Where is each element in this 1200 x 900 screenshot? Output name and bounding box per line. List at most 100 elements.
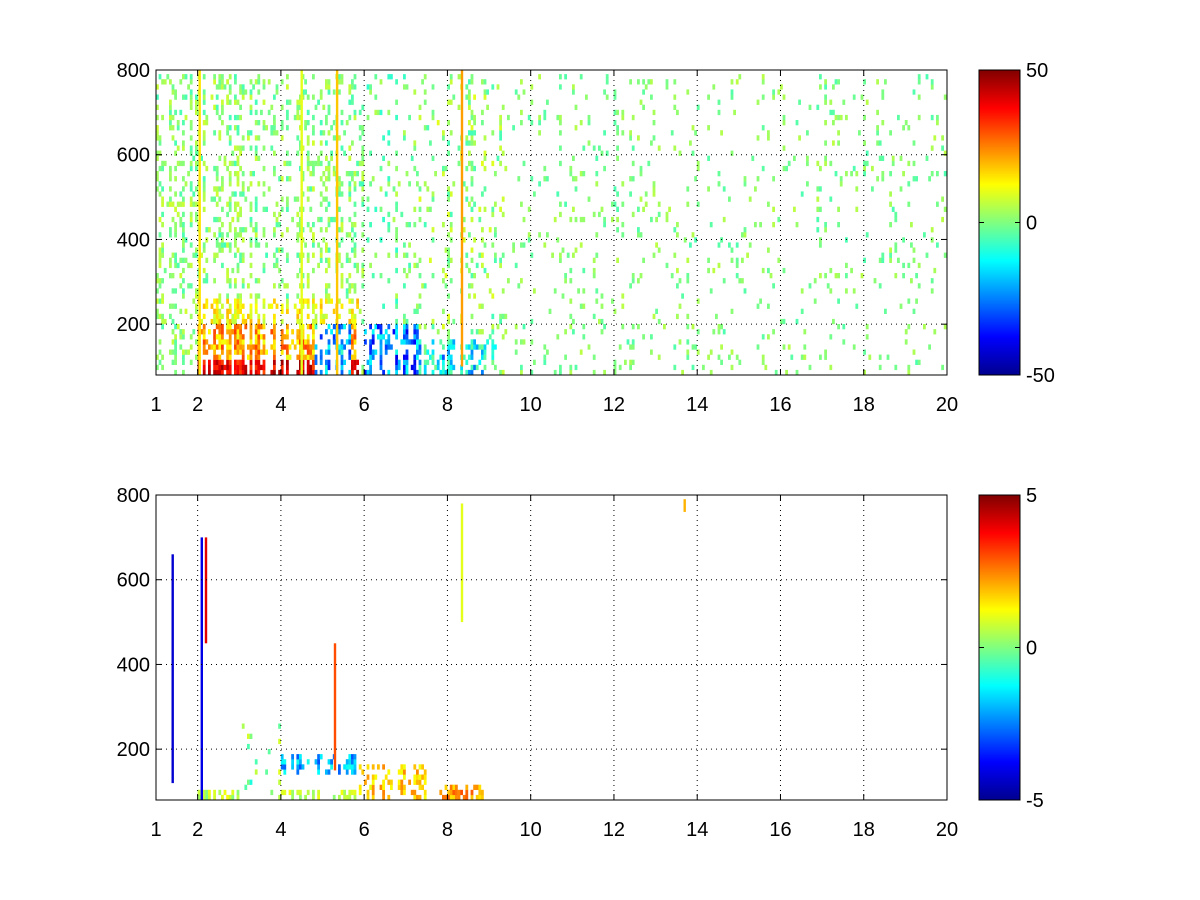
top-heatmap-cell bbox=[559, 74, 562, 80]
top-heatmap-cell bbox=[418, 344, 422, 350]
top-heatmap-cell bbox=[218, 84, 222, 90]
top-heatmap-cell bbox=[457, 74, 461, 80]
top-heatmap-cell bbox=[262, 262, 266, 269]
top-heatmap-cell bbox=[904, 339, 908, 345]
top-heatmap-cell bbox=[254, 298, 258, 304]
top-heatmap-cell bbox=[478, 303, 482, 309]
top-heatmap-cell bbox=[228, 334, 232, 340]
top-heatmap-cell bbox=[930, 278, 934, 284]
top-heatmap-cell bbox=[306, 364, 310, 371]
top-heatmap-cell bbox=[548, 308, 552, 314]
top-heatmap-cell bbox=[400, 211, 404, 218]
top-heatmap-cell bbox=[881, 257, 885, 263]
top-heatmap-cell bbox=[772, 176, 775, 182]
top-heatmap-cell bbox=[312, 242, 315, 248]
top-heatmap-cell bbox=[473, 293, 476, 299]
top-heatmap-cell bbox=[338, 344, 341, 350]
top-heatmap-cell bbox=[598, 145, 601, 151]
top-heatmap-cell bbox=[650, 94, 653, 100]
top-heatmap-cell bbox=[361, 196, 365, 202]
bottom-heatmap-cell bbox=[327, 769, 331, 775]
top-heatmap-cell bbox=[351, 176, 354, 182]
top-heatmap-cell bbox=[468, 104, 471, 110]
top-heatmap-cell bbox=[192, 298, 196, 304]
top-heatmap-cell bbox=[221, 349, 224, 355]
top-heatmap-cell bbox=[928, 176, 931, 182]
top-heatmap-cell bbox=[345, 252, 349, 258]
top-heatmap-cell bbox=[247, 283, 250, 289]
top-heatmap-cell bbox=[195, 247, 198, 253]
top-heatmap-cell bbox=[538, 181, 541, 187]
bottom-heatmap-cell bbox=[452, 789, 456, 796]
top-heatmap-cell bbox=[312, 237, 315, 243]
top-heatmap-cell bbox=[226, 298, 229, 304]
top-heatmap-cell bbox=[816, 216, 820, 223]
top-heatmap-cell bbox=[273, 354, 276, 360]
top-heatmap-cell bbox=[340, 191, 344, 197]
top-heatmap-cell bbox=[351, 354, 354, 360]
top-heatmap-cell bbox=[236, 155, 240, 161]
top-heatmap-cell bbox=[423, 222, 427, 228]
top-heatmap-cell bbox=[416, 171, 419, 177]
top-heatmap-cell bbox=[395, 334, 398, 340]
top-heatmap-cell bbox=[483, 344, 487, 350]
top-heatmap-cell bbox=[395, 201, 398, 207]
top-heatmap-cell bbox=[759, 298, 762, 304]
top-heatmap-cell bbox=[936, 120, 939, 126]
bottom-colorbar-tick-label: 5 bbox=[1026, 485, 1037, 507]
top-heatmap-cell bbox=[353, 201, 357, 207]
top-heatmap-cell bbox=[691, 150, 695, 156]
top-heatmap-cell bbox=[189, 120, 193, 126]
top-heatmap-cell bbox=[696, 165, 700, 172]
top-heatmap-cell bbox=[481, 252, 484, 258]
top-heatmap-cell bbox=[296, 273, 300, 279]
top-heatmap-cell bbox=[205, 257, 209, 263]
top-heatmap-cell bbox=[257, 135, 261, 141]
top-heatmap-cell bbox=[226, 329, 229, 335]
top-heatmap-cell bbox=[496, 155, 500, 161]
top-heatmap-cell bbox=[816, 206, 820, 212]
top-heatmap-cell bbox=[603, 216, 606, 223]
top-heatmap-cell bbox=[761, 125, 765, 131]
top-heatmap-cell bbox=[416, 349, 419, 355]
top-heatmap-cell bbox=[267, 109, 271, 116]
top-heatmap-cell bbox=[338, 242, 341, 248]
top-heatmap-cell bbox=[179, 334, 183, 340]
top-heatmap-cell bbox=[236, 125, 240, 131]
top-heatmap-cell bbox=[249, 262, 253, 269]
top-heatmap-cell bbox=[520, 242, 523, 248]
top-heatmap-cell bbox=[902, 262, 905, 269]
top-heatmap-cell bbox=[631, 344, 635, 350]
top-heatmap-cell bbox=[325, 359, 328, 365]
top-heatmap-cell bbox=[717, 171, 721, 177]
top-heatmap-cell bbox=[686, 278, 690, 284]
top-heatmap-cell bbox=[442, 344, 445, 350]
top-heatmap-cell bbox=[239, 211, 242, 218]
top-heatmap-cell bbox=[889, 191, 892, 197]
top-heatmap-cell bbox=[257, 349, 261, 355]
top-heatmap-cell bbox=[405, 84, 409, 90]
top-heatmap-cell bbox=[447, 196, 450, 202]
top-heatmap-cell bbox=[247, 130, 250, 136]
top-heatmap-cell bbox=[483, 135, 487, 141]
top-heatmap-cell bbox=[572, 329, 575, 335]
top-heatmap-cell bbox=[468, 283, 471, 289]
top-heatmap-cell bbox=[657, 354, 661, 360]
top-heatmap-cell bbox=[457, 160, 461, 167]
top-heatmap-cell bbox=[345, 288, 349, 294]
top-heatmap-cell bbox=[803, 354, 807, 360]
top-heatmap-cell bbox=[621, 109, 625, 116]
top-heatmap-cell bbox=[483, 155, 487, 161]
top-heatmap-cell bbox=[202, 334, 206, 340]
top-heatmap-cell bbox=[816, 186, 820, 192]
top-heatmap-cell bbox=[676, 283, 679, 289]
top-heatmap-cell bbox=[832, 84, 835, 90]
top-heatmap-cell bbox=[306, 334, 310, 340]
top-heatmap-cell bbox=[863, 349, 866, 355]
top-heatmap-cell bbox=[702, 364, 705, 371]
top-heatmap-cell bbox=[470, 125, 474, 131]
top-heatmap-cell bbox=[273, 165, 276, 172]
top-x-tick-label: 18 bbox=[853, 394, 875, 416]
bottom-heatmap-cell bbox=[317, 764, 320, 770]
top-heatmap-cell bbox=[785, 369, 788, 376]
